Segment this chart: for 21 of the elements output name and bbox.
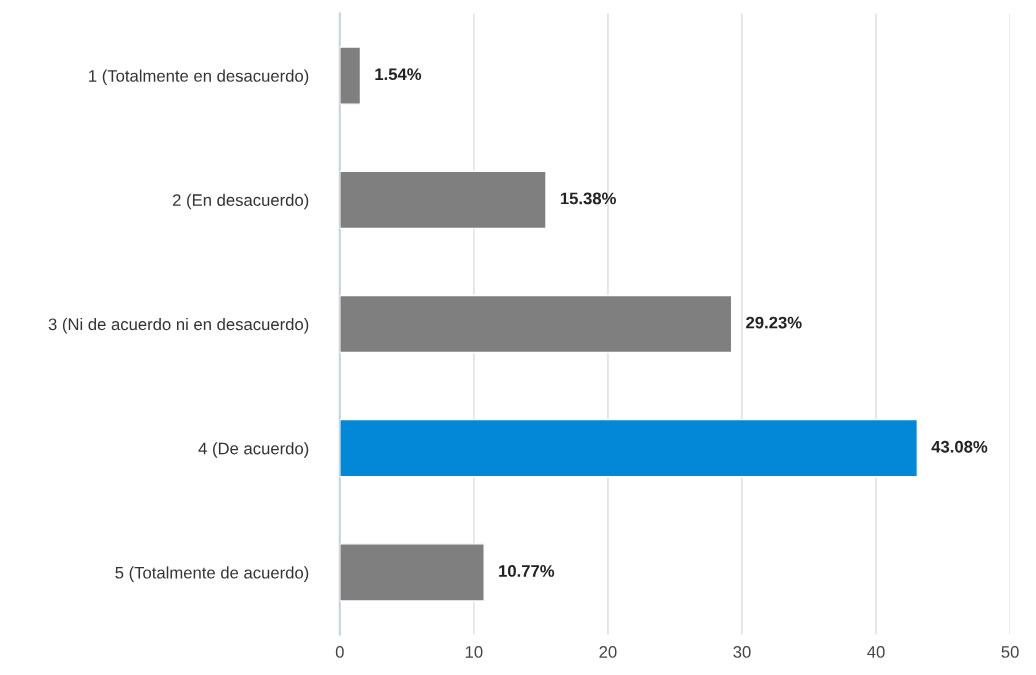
x-tick-label: 20 <box>599 646 617 658</box>
bar <box>339 294 733 354</box>
y-tick-label: 3 (Ni de acuerdo ni en desacuerdo) <box>48 317 309 334</box>
x-tick-label: 10 <box>465 646 483 658</box>
data-label: 43.08% <box>931 440 988 453</box>
x-tick-label: 0 <box>335 646 344 658</box>
bar <box>339 543 485 602</box>
x-tick-label: 30 <box>733 646 751 658</box>
bar <box>339 418 919 478</box>
y-tick-label: 2 (En desacuerdo) <box>172 193 309 210</box>
y-tick-label: 5 (Totalmente de acuerdo) <box>115 566 309 582</box>
x-tick-label: 50 <box>1001 646 1019 658</box>
data-label: 29.23% <box>746 316 802 329</box>
data-label: 15.38% <box>560 192 616 205</box>
data-label: 1.54% <box>375 68 422 81</box>
bar <box>339 46 362 105</box>
y-tick-label: 4 (De acuerdo) <box>198 442 309 458</box>
data-label: 10.77% <box>499 565 555 577</box>
y-tick-label: 1 (Totalmente en desacuerdo) <box>89 69 309 86</box>
x-tick-label: 40 <box>867 646 885 658</box>
bar <box>339 170 547 230</box>
